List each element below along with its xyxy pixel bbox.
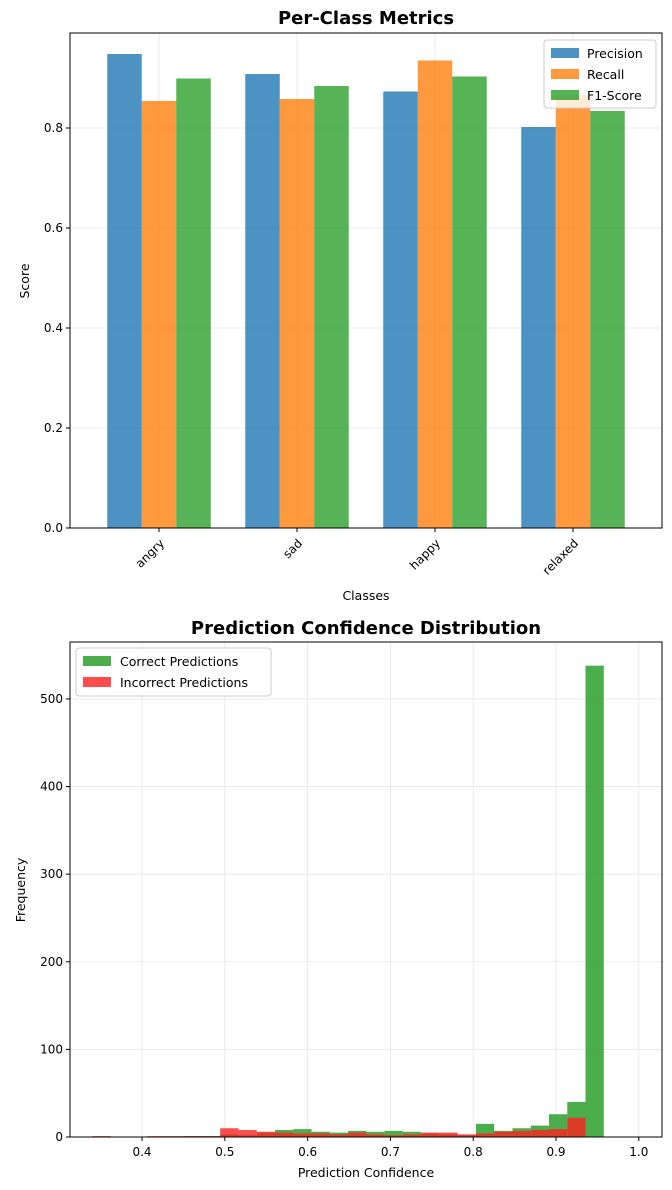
y-tick-label: 0.4 [44, 321, 63, 335]
chart-title: Prediction Confidence Distribution [191, 618, 541, 639]
y-tick-label: 0.0 [44, 521, 63, 535]
y-tick-label: 300 [40, 867, 63, 881]
x-tick-label: 0.6 [298, 1145, 317, 1159]
hist-bar-incorrect [439, 1132, 458, 1137]
hist-bar-incorrect [457, 1134, 476, 1137]
axes-frame [69, 32, 663, 529]
hist-bar-incorrect [512, 1130, 531, 1137]
bar-precision-happy [383, 91, 418, 528]
bar-recall-happy [417, 60, 453, 528]
y-ticks: 0 100 200 300 400 500 [40, 692, 70, 1144]
x-ticks: 0.4 0.5 0.6 0.7 0.8 0.9 1.0 [132, 1137, 648, 1159]
x-tick-label: 1.0 [629, 1145, 648, 1159]
legend-swatch [551, 48, 579, 58]
chart-title: Per-Class Metrics [278, 8, 454, 29]
y-tick-label: 0.2 [44, 421, 63, 435]
legend-swatch [83, 677, 111, 687]
bar-recall-angry [141, 101, 177, 528]
hist-bar-incorrect [366, 1134, 385, 1137]
y-tick-label: 0.6 [44, 221, 63, 235]
y-tick-label: 400 [40, 780, 63, 794]
bar-f1-score-angry [176, 78, 211, 528]
x-tick-label: angry [133, 536, 167, 570]
x-tick-label: 0.8 [464, 1145, 483, 1159]
histogram-bars [92, 665, 604, 1137]
hist-bar-incorrect [494, 1131, 513, 1137]
hist-bar-incorrect [238, 1129, 257, 1137]
legend-label: Precision [587, 46, 643, 61]
hist-bar-correct [585, 665, 604, 1137]
per-class-metrics-chart: Per-Class Metrics 0.0 0.2 0.4 0.6 0.8 angry s… [17, 8, 663, 603]
x-tick-label: 0.9 [546, 1145, 565, 1159]
bar-recall-relaxed [555, 95, 591, 528]
legend-swatch [83, 656, 111, 666]
hist-bar-incorrect [329, 1134, 349, 1137]
legend: Correct Predictions Incorrect Predictions [75, 647, 272, 697]
y-tick-label: 0.8 [44, 121, 63, 135]
y-tick-label: 200 [40, 955, 63, 969]
legend-label: Recall [587, 67, 624, 82]
x-tick-label: relaxed [540, 536, 581, 577]
bars [107, 54, 625, 528]
legend: Precision Recall F1-Score [543, 39, 657, 109]
hist-bar-incorrect [402, 1134, 422, 1137]
hist-bar-incorrect [311, 1133, 330, 1137]
confidence-distribution-chart: Prediction Confidence Distribution 0 100 2… [13, 618, 663, 1180]
x-tick-label: 0.7 [381, 1145, 400, 1159]
legend-swatch [551, 90, 579, 100]
legend-label: F1-Score [587, 88, 642, 103]
bar-f1-score-happy [452, 76, 487, 528]
y-axis-label: Score [17, 263, 32, 298]
x-axis-label: Prediction Confidence [298, 1165, 435, 1180]
hist-bar-incorrect [348, 1132, 367, 1137]
bar-recall-sad [279, 99, 315, 528]
bar-f1-score-sad [314, 86, 349, 528]
grid [70, 642, 662, 1138]
x-tick-label: 0.5 [215, 1145, 234, 1159]
hist-bar-incorrect [567, 1117, 586, 1137]
legend-label: Incorrect Predictions [120, 675, 248, 690]
y-tick-label: 100 [40, 1042, 63, 1056]
x-tick-label: sad [280, 536, 305, 561]
legend-label: Correct Predictions [120, 654, 238, 669]
x-ticks: angry sad happy relaxed [133, 528, 581, 578]
y-tick-label: 500 [40, 692, 63, 706]
bar-precision-relaxed [521, 127, 556, 528]
hist-bar-incorrect [293, 1133, 312, 1137]
y-axis-label: Frequency [13, 857, 28, 922]
hist-bar-incorrect [275, 1132, 294, 1137]
hist-bar-incorrect [548, 1129, 568, 1137]
hist-bar-incorrect [256, 1131, 276, 1137]
bar-precision-sad [245, 74, 280, 528]
hist-bar-correct [384, 1130, 403, 1137]
legend-box [75, 647, 272, 697]
bar-f1-score-relaxed [590, 111, 625, 528]
hist-bar-incorrect [384, 1135, 403, 1137]
x-axis-label: Classes [342, 588, 389, 603]
hist-bar-incorrect [530, 1129, 549, 1137]
x-tick-label: 0.4 [132, 1145, 151, 1159]
bar-precision-angry [107, 54, 142, 528]
hist-bar-incorrect [220, 1128, 239, 1137]
y-tick-label: 0 [55, 1130, 63, 1144]
y-ticks: 0.0 0.2 0.4 0.6 0.8 [44, 121, 70, 535]
hist-bar-incorrect [421, 1132, 440, 1137]
axes-frame [69, 641, 663, 1138]
hist-bar-incorrect [475, 1133, 495, 1137]
x-tick-label: happy [407, 536, 443, 572]
hist-bar-correct [293, 1129, 312, 1137]
legend-swatch [551, 69, 579, 79]
